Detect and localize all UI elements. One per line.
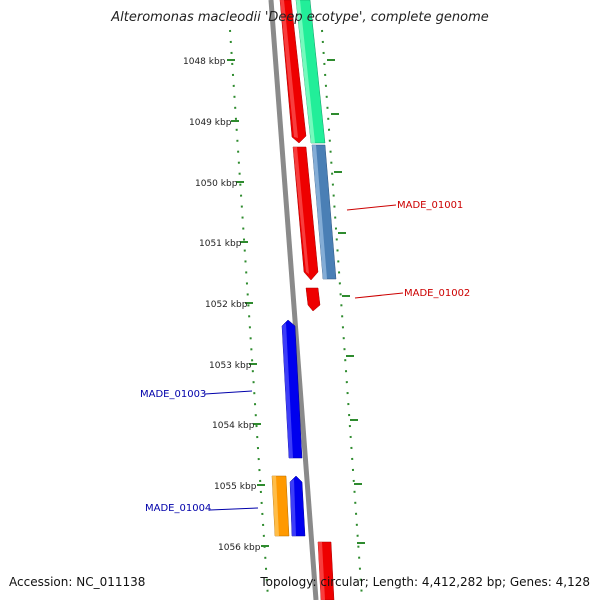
kbp-label: 1050 kbp (195, 179, 238, 189)
kbp-ticks (227, 59, 269, 547)
kbp-label: 1052 kbp (205, 300, 248, 310)
leader-made-01002 (354, 292, 404, 299)
gene-label-made-01002: MADE_01002 (404, 288, 470, 299)
gene-label-made-01003: MADE_01003 (140, 389, 206, 400)
kbp-labels: 1048 kbp 1049 kbp 1050 kbp 1051 kbp 1052… (183, 57, 261, 553)
map-title: Alteromonas macleodii 'Deep ecotype', co… (111, 10, 489, 25)
backbone (268, 0, 319, 600)
kbp-label: 1055 kbp (214, 482, 257, 492)
kbp-label: 1056 kbp (218, 543, 261, 553)
kbp-label: 1054 kbp (212, 421, 255, 431)
kbp-label: 1053 kbp (209, 361, 252, 371)
accession-label: Accession: NC_011138 (9, 575, 146, 589)
kbp-label: 1048 kbp (183, 57, 226, 67)
right-ticks (327, 59, 365, 544)
gene-made-01002 (305, 287, 321, 312)
gene-leaders (204, 204, 404, 511)
leader-made-01003 (204, 390, 253, 395)
gene-features (271, 0, 337, 600)
right-scale (321, 29, 363, 599)
gene-label-made-01004: MADE_01004 (145, 503, 211, 514)
gene-labels: MADE_01001 MADE_01002 MADE_01003 MADE_01… (140, 200, 470, 514)
gene-label-made-01001: MADE_01001 (397, 200, 463, 211)
kbp-label: 1051 kbp (199, 239, 242, 249)
topology-label: Topology: circular; Length: 4,412,282 bp… (260, 575, 590, 589)
left-scale (229, 29, 269, 599)
leader-made-01001 (346, 204, 397, 211)
kbp-label: 1049 kbp (189, 118, 232, 128)
leader-made-01004 (209, 507, 259, 511)
